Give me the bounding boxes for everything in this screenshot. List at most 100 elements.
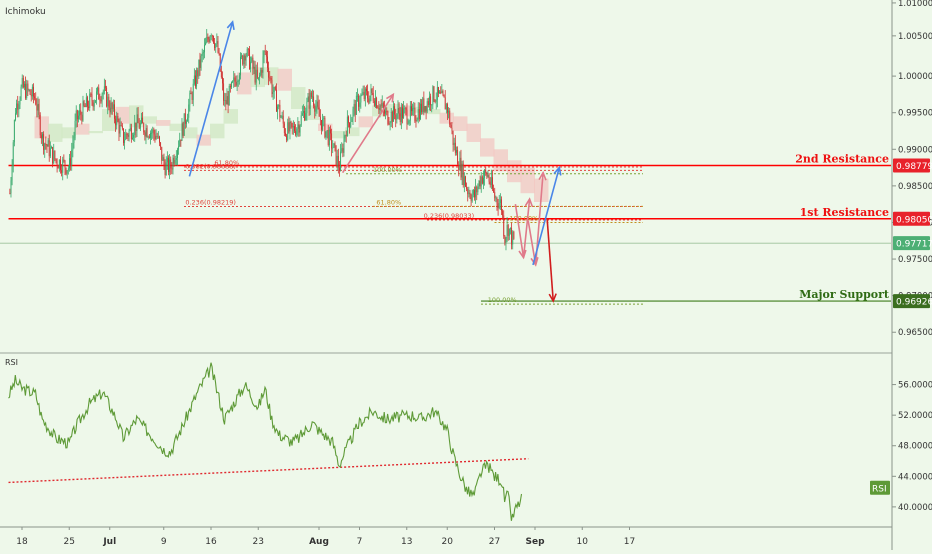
candle-body	[84, 105, 86, 107]
candle-body	[93, 102, 95, 107]
candle-body	[388, 124, 390, 125]
candle-body	[404, 108, 406, 110]
candle-body	[398, 108, 400, 114]
candle-body	[85, 97, 87, 107]
candle-body	[188, 104, 190, 118]
candle-body	[440, 91, 442, 94]
candle-body	[276, 89, 277, 112]
candle-body	[116, 115, 118, 126]
candle-body	[361, 94, 363, 96]
arrow-shaft	[514, 204, 525, 258]
candle-body	[326, 130, 328, 132]
arrow-head	[548, 293, 557, 303]
candle-body	[447, 104, 448, 113]
candle-body	[192, 83, 194, 100]
candle-body	[288, 122, 290, 132]
candle-body	[160, 142, 162, 147]
candle-body	[164, 165, 166, 176]
candle-body	[159, 136, 160, 143]
candle-body	[69, 158, 70, 169]
candle-body	[227, 96, 229, 106]
candle-body	[234, 77, 236, 82]
candle-body	[207, 36, 209, 40]
candle-body	[366, 88, 367, 92]
candle-body	[119, 124, 121, 134]
candle-body	[384, 108, 385, 114]
fib-label: 100.00%	[509, 214, 538, 222]
candle-body	[508, 228, 510, 236]
horizontal-levels: 2nd Resistance 1st Resistance Major Suppor…	[0, 152, 891, 302]
fib-label: 0.382(0.98688)	[185, 162, 236, 170]
candle-body	[396, 113, 398, 120]
candle-body	[105, 86, 106, 88]
cloud-segment	[223, 109, 238, 124]
arrow-head	[386, 92, 395, 103]
candle-body	[181, 123, 183, 141]
candle-body	[474, 190, 475, 198]
candle-body	[309, 92, 311, 109]
candle-body	[456, 149, 457, 153]
candle-body	[87, 97, 88, 107]
candle-body	[405, 108, 407, 110]
candle-body	[26, 83, 28, 99]
candle-body	[453, 142, 455, 145]
candle-body	[243, 55, 245, 65]
candle-body	[406, 109, 408, 124]
candle-body	[336, 155, 338, 165]
candle-body	[452, 130, 454, 145]
candle-body	[114, 104, 115, 119]
rsi-trendline	[8, 458, 529, 484]
candle-body	[226, 96, 228, 105]
rsi-y-tick-label: 40.0000	[898, 503, 932, 513]
candle-body	[312, 96, 313, 98]
candle-body	[161, 146, 163, 161]
candle-body	[504, 236, 506, 243]
candle-body	[279, 104, 281, 118]
candle-body	[244, 55, 246, 61]
candle-body	[421, 103, 423, 113]
x-tick-label: Aug	[309, 537, 329, 547]
candle-body	[233, 77, 235, 82]
candle-body	[38, 103, 40, 115]
candle-body	[177, 149, 178, 158]
candle-body	[316, 101, 318, 107]
candle-body	[250, 61, 252, 69]
candle-body	[208, 39, 210, 42]
candle-body	[25, 83, 27, 99]
candle-body	[9, 193, 11, 194]
cloud-segment	[331, 130, 346, 139]
candle-body	[83, 101, 85, 106]
candle-body	[291, 123, 293, 128]
candle-body	[350, 121, 352, 128]
candle-body	[485, 170, 487, 173]
x-tick-label: 17	[624, 537, 635, 547]
candle-body	[44, 143, 46, 150]
candle-body	[271, 79, 273, 95]
candle-body	[298, 124, 300, 133]
candle-body	[334, 143, 336, 146]
cloud-segment	[61, 127, 76, 139]
ichimoku-indicator-label[interactable]: Ichimoku	[5, 7, 46, 17]
candle-body	[224, 100, 226, 101]
x-tick-label: 16	[205, 537, 217, 547]
candle-body	[407, 123, 409, 125]
candle-body	[394, 106, 396, 115]
candle-body	[92, 101, 94, 107]
candle-body	[40, 135, 42, 139]
candle-body	[170, 159, 172, 169]
cloud-segment	[480, 138, 495, 157]
candle-body	[390, 111, 392, 123]
rsi-indicator-label[interactable]: RSI	[5, 358, 18, 367]
cloud-segment	[520, 167, 535, 194]
candle-body	[454, 142, 456, 153]
candle-body	[190, 92, 192, 95]
price-labels: 0.98779 0.98050 0.96926 0.97717 RSI	[870, 158, 932, 495]
candle-body	[369, 95, 371, 103]
candle-body	[331, 133, 333, 149]
candle-body	[30, 94, 32, 97]
candle-body	[67, 168, 69, 171]
candle-body	[10, 180, 12, 194]
candle-body	[363, 91, 365, 100]
candle-body	[27, 83, 29, 90]
